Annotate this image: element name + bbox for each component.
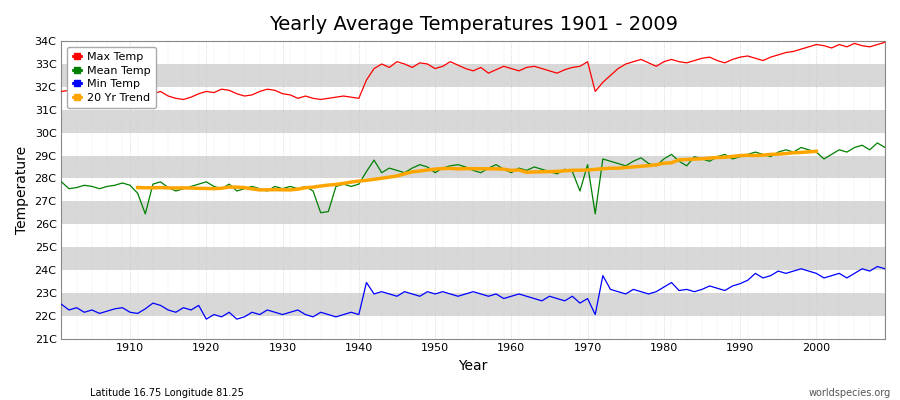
Bar	[61, 293, 885, 316]
Bar	[61, 270, 885, 293]
Bar	[61, 41, 885, 64]
Y-axis label: Temperature: Temperature	[15, 146, 29, 234]
Bar	[61, 110, 885, 133]
Bar	[61, 247, 885, 270]
Bar	[61, 156, 885, 178]
Bar	[61, 178, 885, 201]
Bar	[61, 133, 885, 156]
Legend: Max Temp, Mean Temp, Min Temp, 20 Yr Trend: Max Temp, Mean Temp, Min Temp, 20 Yr Tre…	[67, 47, 157, 108]
Bar	[61, 64, 885, 87]
Bar	[61, 87, 885, 110]
Text: worldspecies.org: worldspecies.org	[809, 388, 891, 398]
Bar	[61, 316, 885, 338]
X-axis label: Year: Year	[458, 359, 488, 373]
Title: Yearly Average Temperatures 1901 - 2009: Yearly Average Temperatures 1901 - 2009	[269, 15, 678, 34]
Text: Latitude 16.75 Longitude 81.25: Latitude 16.75 Longitude 81.25	[90, 388, 244, 398]
Bar	[61, 224, 885, 247]
Bar	[61, 201, 885, 224]
